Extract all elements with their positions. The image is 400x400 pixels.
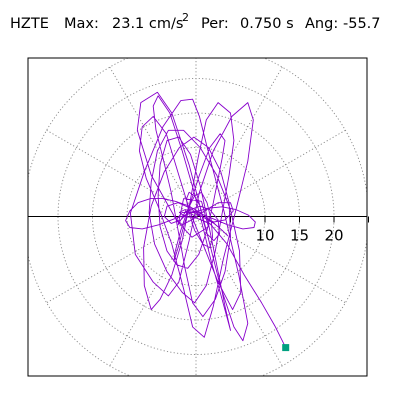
end-point-marker [282, 344, 290, 352]
max-label: Max: [64, 16, 99, 32]
max-value: 23.1 cm/s [112, 16, 184, 32]
station-code: HZTE [10, 16, 49, 32]
angle-value: -55.7 [343, 16, 381, 32]
trace-group [125, 91, 287, 348]
tick-label-10: 10 [255, 227, 274, 245]
tick-label-15: 15 [290, 227, 309, 245]
plot-frame [27, 57, 368, 377]
tick-label-20: 20 [324, 227, 343, 245]
max-unit-exponent: 2 [182, 11, 189, 24]
chart-header: HZTE Max: 23.1 cm/s 2 Per: 0.750 s Ang: … [0, 0, 400, 50]
marker-group [282, 344, 290, 352]
period-label: Per: [201, 16, 229, 32]
radial-ticks [230, 216, 369, 223]
radial-tick-labels: 10 15 20 [255, 227, 343, 245]
angle-label: Ang: [305, 16, 339, 32]
period-value: 0.750 s [240, 16, 294, 32]
motion-trace [125, 91, 287, 348]
